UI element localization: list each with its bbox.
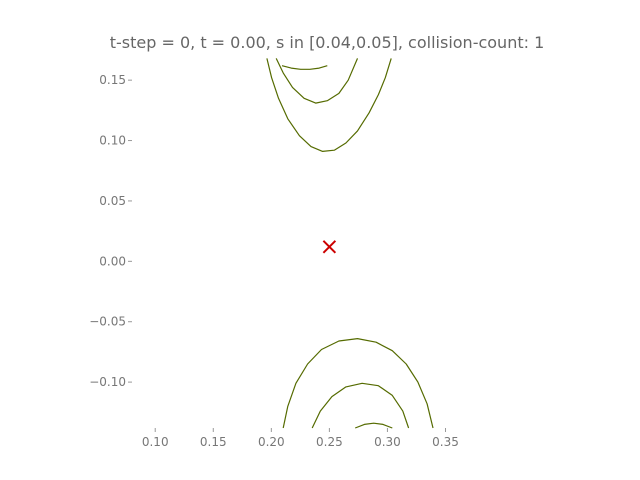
y-tick-label: 0.05 <box>99 194 126 208</box>
y-tick-label: 0.15 <box>99 73 126 87</box>
x-tick-label: 0.25 <box>316 435 343 449</box>
y-axis-ticks: −0.10 −0.05 0.00 0.05 0.10 0.15 <box>89 73 132 389</box>
y-tick-label: −0.10 <box>89 375 126 389</box>
y-tick-label: 0.00 <box>99 254 126 268</box>
contour-line-6 <box>354 422 393 429</box>
chart-title: t-step = 0, t = 0.00, s in [0.04,0.05], … <box>109 33 545 52</box>
x-axis-ticks: 0.10 0.15 0.20 0.25 0.30 0.35 <box>142 428 459 449</box>
y-tick-label: 0.10 <box>99 134 126 148</box>
contour-line-1 <box>266 58 392 152</box>
contour-lines <box>266 58 434 429</box>
center-x-marker <box>322 240 337 254</box>
x-tick-label: 0.15 <box>200 435 227 449</box>
x-tick-label: 0.10 <box>142 435 169 449</box>
x-tick-label: 0.35 <box>432 435 459 449</box>
contour-line-4 <box>282 338 434 429</box>
y-tick-label: −0.05 <box>89 315 126 329</box>
x-marker-stroke <box>322 240 337 254</box>
contour-line-3 <box>281 65 328 70</box>
x-tick-label: 0.20 <box>258 435 285 449</box>
contour-line-2 <box>275 58 359 104</box>
contour-line-5 <box>311 382 410 429</box>
x-tick-label: 0.30 <box>374 435 401 449</box>
